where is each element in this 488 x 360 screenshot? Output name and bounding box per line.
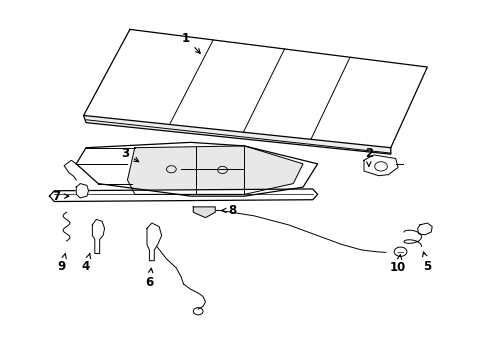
Polygon shape [49, 189, 317, 202]
Polygon shape [363, 155, 397, 176]
Polygon shape [127, 146, 303, 194]
Polygon shape [147, 223, 161, 261]
Text: 10: 10 [389, 255, 406, 274]
Text: 7: 7 [53, 190, 69, 203]
Polygon shape [76, 184, 88, 198]
Polygon shape [83, 30, 427, 148]
Polygon shape [83, 116, 390, 154]
Polygon shape [417, 223, 431, 235]
Text: 3: 3 [121, 147, 139, 162]
Text: 6: 6 [145, 268, 153, 289]
Text: 9: 9 [58, 254, 66, 273]
Polygon shape [76, 142, 317, 196]
Text: 4: 4 [81, 254, 90, 273]
Text: 8: 8 [221, 204, 236, 217]
Polygon shape [92, 220, 104, 253]
Text: 5: 5 [422, 252, 430, 273]
Text: 2: 2 [364, 147, 372, 166]
Polygon shape [193, 207, 215, 218]
Text: 1: 1 [182, 32, 200, 53]
